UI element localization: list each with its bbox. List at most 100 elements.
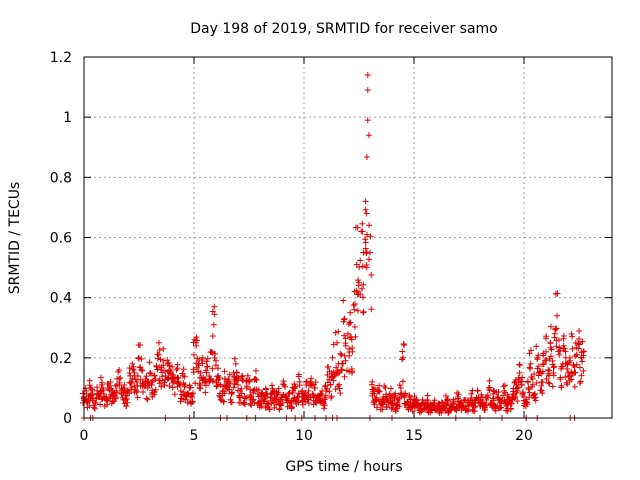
data-point xyxy=(516,369,523,376)
data-point xyxy=(362,245,369,252)
data-point xyxy=(216,374,223,381)
data-point xyxy=(236,394,243,401)
data-point xyxy=(148,381,155,388)
data-point xyxy=(288,404,295,411)
data-point xyxy=(493,389,500,396)
data-point xyxy=(121,381,128,388)
data-point xyxy=(362,198,369,205)
data-point xyxy=(356,264,363,271)
data-point xyxy=(166,383,173,390)
data-point xyxy=(572,369,579,376)
data-point xyxy=(486,384,493,391)
data-point xyxy=(137,364,144,371)
data-point xyxy=(291,381,298,388)
data-point xyxy=(564,381,571,388)
data-point xyxy=(129,360,136,367)
data-point xyxy=(371,390,378,397)
data-point xyxy=(359,220,366,227)
data-point xyxy=(166,367,173,374)
data-point xyxy=(158,383,165,390)
data-point xyxy=(579,338,586,345)
data-point xyxy=(320,400,327,407)
data-point xyxy=(230,384,237,391)
data-point xyxy=(165,359,172,366)
data-point xyxy=(198,357,205,364)
data-point xyxy=(124,387,131,394)
y-tick-label: 1 xyxy=(63,110,72,126)
data-point xyxy=(557,376,564,383)
data-point xyxy=(553,325,560,332)
data-point xyxy=(535,363,542,370)
data-point xyxy=(387,385,394,392)
data-point xyxy=(539,361,546,368)
data-point xyxy=(364,117,371,124)
data-point xyxy=(532,390,538,397)
data-point xyxy=(469,387,476,394)
data-point xyxy=(560,332,567,339)
data-point xyxy=(573,361,580,368)
data-point xyxy=(335,328,342,335)
data-point xyxy=(434,404,441,411)
chart-title: Day 198 of 2019, SRMTID for receiver sam… xyxy=(190,21,498,37)
data-point xyxy=(375,387,382,394)
data-point xyxy=(517,378,524,385)
data-point xyxy=(442,392,449,399)
data-point xyxy=(525,386,532,393)
x-tick-label: 0 xyxy=(80,428,89,444)
data-point xyxy=(533,343,540,350)
data-point xyxy=(357,291,364,298)
data-point xyxy=(345,330,351,337)
data-point xyxy=(488,401,495,408)
data-point xyxy=(360,294,367,301)
data-point xyxy=(360,308,367,315)
data-point xyxy=(250,396,257,403)
data-point xyxy=(514,398,521,405)
data-point xyxy=(547,353,554,360)
data-point xyxy=(197,369,204,376)
y-tick-label: 0.4 xyxy=(50,291,72,307)
data-point xyxy=(324,364,331,371)
data-point xyxy=(333,364,340,371)
data-point xyxy=(282,383,289,390)
data-point xyxy=(276,406,283,413)
data-point xyxy=(545,379,552,386)
data-point xyxy=(180,366,187,373)
data-point xyxy=(350,302,357,309)
data-point xyxy=(526,394,533,401)
data-point xyxy=(338,351,345,358)
data-point xyxy=(112,395,119,402)
data-point xyxy=(539,390,546,397)
data-point xyxy=(547,323,554,330)
data-point xyxy=(211,311,218,318)
data-point xyxy=(191,351,197,358)
data-point xyxy=(327,381,334,388)
data-point xyxy=(401,394,408,401)
data-point xyxy=(334,339,340,346)
data-point xyxy=(543,348,549,355)
data-point xyxy=(86,382,93,389)
data-point xyxy=(202,389,209,396)
data-point xyxy=(362,206,369,213)
data-point xyxy=(139,367,146,374)
data-point xyxy=(348,369,355,376)
data-point xyxy=(580,348,587,355)
data-point xyxy=(228,399,235,406)
data-point xyxy=(238,390,245,397)
data-point xyxy=(90,394,97,401)
data-point xyxy=(540,360,547,367)
data-point xyxy=(376,388,383,395)
data-point xyxy=(565,373,572,380)
data-point xyxy=(444,397,451,404)
data-point xyxy=(311,385,318,392)
data-point xyxy=(117,374,124,381)
data-point xyxy=(407,396,414,403)
data-point xyxy=(550,372,557,379)
data-point xyxy=(577,378,584,385)
data-point xyxy=(112,382,119,389)
data-point xyxy=(381,383,388,390)
data-point xyxy=(450,401,457,408)
data-point xyxy=(501,382,508,389)
data-point xyxy=(555,348,562,355)
data-point xyxy=(341,315,348,322)
data-point xyxy=(192,380,199,387)
